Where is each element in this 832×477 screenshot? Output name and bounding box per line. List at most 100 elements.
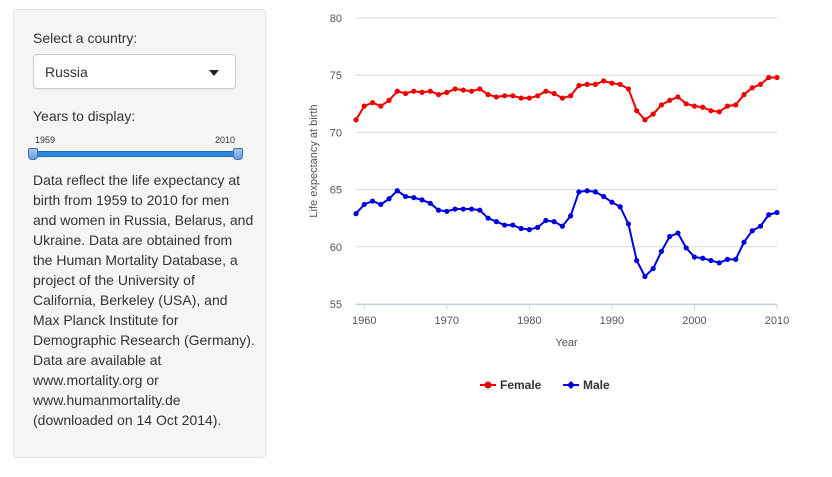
male-data-point (427, 200, 433, 206)
years-slider-bar[interactable] (33, 151, 239, 157)
y-tick-label: 55 (330, 299, 342, 311)
female-data-point (757, 81, 764, 87)
male-data-point (708, 257, 714, 264)
male-data-point (601, 193, 607, 200)
female-data-point (733, 102, 739, 108)
male-series-line (355, 189, 778, 279)
female-legend-label: Female (500, 378, 542, 392)
male-data-point (518, 225, 524, 232)
female-data-point (386, 97, 392, 103)
slider-handle-to[interactable] (233, 148, 243, 160)
female-data-point (634, 108, 640, 114)
female-data-point (493, 94, 499, 100)
male-data-point (452, 206, 458, 212)
male-data-point (493, 219, 499, 225)
female-data-point (452, 86, 458, 92)
male-data-point (741, 239, 747, 245)
male-data-point (625, 221, 632, 227)
male-data-point (675, 230, 681, 236)
male-data-point (510, 222, 516, 228)
male-data-point (402, 193, 409, 200)
male-data-point (716, 260, 722, 266)
slider-min-label: 1959 (35, 135, 56, 145)
female-data-point (551, 90, 557, 97)
female-data-point (601, 78, 607, 84)
y-tick-label: 60 (330, 242, 342, 254)
female-data-point (609, 80, 615, 86)
female-data-point (683, 101, 689, 107)
female-data-point (535, 93, 541, 99)
female-data-point (675, 94, 681, 100)
female-data-point (584, 81, 590, 87)
female-data-point (501, 93, 508, 99)
x-tick-label: 1960 (352, 315, 376, 327)
country-label: Select a country: (33, 30, 138, 46)
female-data-point (444, 89, 450, 95)
male-data-point (650, 265, 656, 272)
x-tick-label: 2010 (765, 315, 789, 327)
male-data-point (642, 273, 648, 280)
male-data-point (460, 206, 466, 212)
years-label: Years to display: (33, 108, 136, 124)
y-tick-label: 70 (330, 127, 342, 139)
female-data-point (774, 74, 780, 81)
x-tick-label: 1980 (517, 315, 541, 327)
male-data-point (543, 217, 549, 224)
male-data-point (658, 248, 665, 254)
male-data-point (535, 224, 541, 230)
female-data-point (716, 109, 722, 115)
life-expectancy-chart: 55 60 65 70 75 80 1960 1970 1980 1990 2000 2010 Year… (308, 13, 789, 392)
male-data-point (700, 255, 706, 261)
male-data-point (584, 188, 590, 194)
male-data-point (683, 245, 689, 251)
male-data-point (634, 257, 640, 264)
male-data-point (766, 212, 772, 218)
country-select-value: Russia (45, 64, 88, 80)
female-data-point (625, 86, 632, 92)
slider-handle-from[interactable] (28, 148, 38, 160)
male-data-point (419, 197, 425, 203)
male-data-point (724, 256, 731, 262)
male-data-point (609, 199, 615, 205)
male-data-point (468, 206, 475, 212)
female-data-point (592, 81, 598, 87)
male-data-point (477, 207, 483, 213)
y-tick-label: 65 (330, 185, 342, 197)
female-data-point (419, 89, 425, 95)
female-data-point (700, 104, 706, 110)
male-data-point (485, 215, 491, 221)
female-data-point (460, 87, 466, 93)
x-tick-label: 1970 (435, 315, 459, 327)
female-data-point (402, 90, 409, 97)
description-text: Data reflect the life expectancy at birt… (33, 172, 255, 428)
female-data-point (394, 88, 400, 94)
female-data-point (749, 85, 755, 91)
male-data-point (411, 195, 417, 201)
male-data-point (749, 228, 755, 234)
female-data-point (658, 102, 665, 108)
male-data-point (501, 222, 508, 228)
female-data-point (526, 95, 532, 101)
male-legend-label: Male (583, 378, 610, 392)
female-data-point (518, 95, 524, 101)
female-data-point (576, 82, 582, 89)
male-data-point (592, 189, 598, 195)
x-tick-label: 1990 (600, 315, 624, 327)
female-data-point (617, 81, 623, 87)
male-data-point (757, 223, 764, 229)
female-data-point (411, 88, 417, 94)
y-tick-label: 75 (330, 70, 342, 82)
female-data-point (667, 97, 673, 103)
female-data-point (543, 88, 549, 94)
male-data-point (667, 233, 673, 240)
male-data-point (576, 189, 582, 195)
male-data-point (568, 213, 574, 219)
male-data-point (617, 204, 623, 210)
female-data-point (427, 88, 433, 94)
female-data-point (650, 111, 656, 117)
female-data-point (642, 117, 648, 123)
male-data-point (353, 211, 359, 217)
female-data-point (477, 86, 483, 92)
country-select[interactable]: Russia (33, 54, 236, 89)
female-data-point (435, 92, 442, 98)
